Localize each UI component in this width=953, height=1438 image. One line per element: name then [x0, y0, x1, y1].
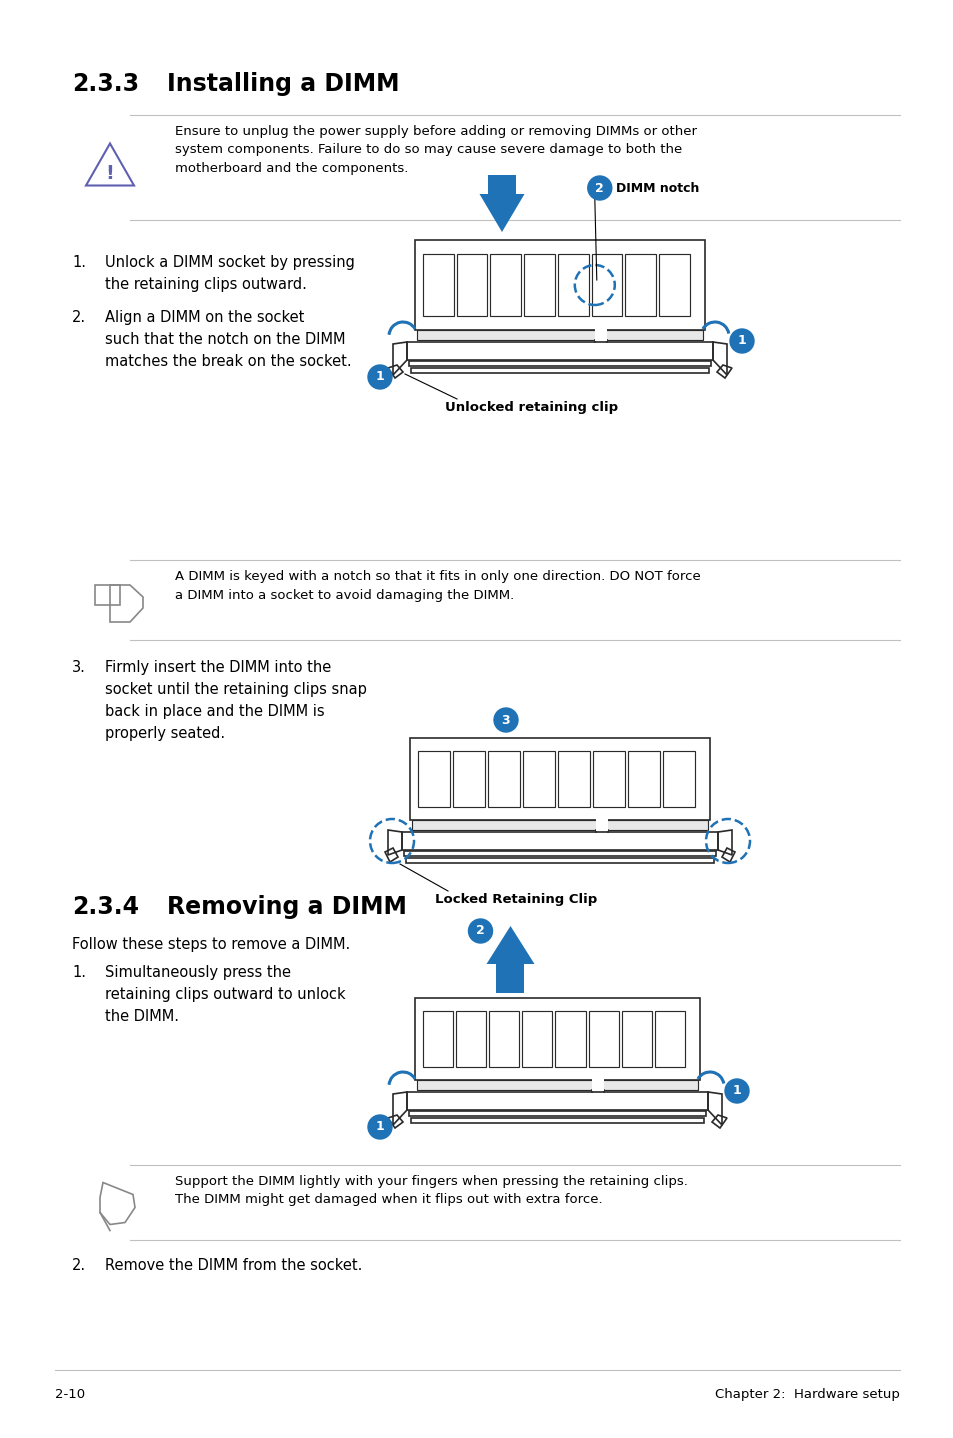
Circle shape [468, 919, 492, 943]
Bar [621, 1011, 651, 1067]
Text: the retaining clips outward.: the retaining clips outward. [105, 278, 307, 292]
Text: 3: 3 [501, 713, 510, 726]
Text: such that the notch on the DIMM: such that the notch on the DIMM [105, 332, 345, 347]
Text: DIMM notch: DIMM notch [615, 181, 699, 194]
Text: 2.3.3: 2.3.3 [71, 72, 139, 96]
Circle shape [729, 329, 753, 352]
Text: Unlocked retaining clip: Unlocked retaining clip [444, 401, 618, 414]
Bar [555, 1011, 585, 1067]
Bar [412, 820, 707, 830]
Text: Locked Retaining Clip: Locked Retaining Clip [435, 893, 597, 906]
Text: 2.3.4: 2.3.4 [71, 894, 139, 919]
Bar [417, 751, 450, 807]
Circle shape [494, 707, 517, 732]
Bar [403, 851, 716, 856]
Text: Simultaneously press the: Simultaneously press the [105, 965, 291, 981]
Bar [409, 361, 710, 367]
Bar [415, 240, 704, 329]
Bar [496, 963, 524, 994]
Bar [456, 1011, 486, 1067]
Text: socket until the retaining clips snap: socket until the retaining clips snap [105, 682, 367, 697]
Bar [654, 1011, 684, 1067]
Bar [422, 1011, 453, 1067]
Text: Installing a DIMM: Installing a DIMM [167, 72, 399, 96]
Bar [489, 1011, 518, 1067]
Text: back in place and the DIMM is: back in place and the DIMM is [105, 705, 324, 719]
Bar [524, 255, 555, 315]
Bar [401, 833, 718, 850]
Text: 1: 1 [732, 1084, 740, 1097]
Text: Chapter 2:  Hardware setup: Chapter 2: Hardware setup [715, 1388, 899, 1401]
Text: !: ! [106, 164, 114, 183]
Text: Removing a DIMM: Removing a DIMM [167, 894, 406, 919]
Circle shape [724, 1078, 748, 1103]
Bar [488, 175, 516, 194]
Bar [411, 368, 708, 372]
Bar [456, 255, 487, 315]
Text: 1: 1 [375, 371, 384, 384]
Text: 2: 2 [476, 925, 484, 938]
Text: Ensure to unplug the power supply before adding or removing DIMMs or other
syste: Ensure to unplug the power supply before… [174, 125, 697, 175]
Text: Firmly insert the DIMM into the: Firmly insert the DIMM into the [105, 660, 331, 674]
Text: Unlock a DIMM socket by pressing: Unlock a DIMM socket by pressing [105, 255, 355, 270]
Bar [593, 751, 624, 807]
Text: 1: 1 [375, 1120, 384, 1133]
Text: 1.: 1. [71, 965, 86, 981]
Bar [416, 1080, 698, 1090]
Polygon shape [486, 926, 534, 963]
Text: 3.: 3. [71, 660, 86, 674]
Bar [407, 1091, 707, 1110]
Bar [407, 342, 712, 360]
Bar [410, 738, 709, 820]
Text: the DIMM.: the DIMM. [105, 1009, 179, 1024]
Bar [594, 329, 606, 341]
Text: properly seated.: properly seated. [105, 726, 225, 741]
Text: 1: 1 [737, 335, 745, 348]
Text: 2.: 2. [71, 1258, 86, 1273]
Bar [588, 1011, 618, 1067]
Text: Remove the DIMM from the socket.: Remove the DIMM from the socket. [105, 1258, 362, 1273]
Text: 2-10: 2-10 [55, 1388, 85, 1401]
Bar [522, 1011, 552, 1067]
Text: 2.: 2. [71, 311, 86, 325]
Bar [591, 1078, 603, 1091]
Bar [453, 751, 484, 807]
Circle shape [368, 365, 392, 390]
Bar [422, 255, 454, 315]
Polygon shape [479, 194, 524, 232]
Text: Align a DIMM on the socket: Align a DIMM on the socket [105, 311, 304, 325]
Bar [627, 751, 659, 807]
Bar [662, 751, 695, 807]
Text: Support the DIMM lightly with your fingers when pressing the retaining clips.
Th: Support the DIMM lightly with your finge… [174, 1175, 687, 1206]
Circle shape [368, 1114, 392, 1139]
Text: A DIMM is keyed with a notch so that it fits in only one direction. DO NOT force: A DIMM is keyed with a notch so that it … [174, 569, 700, 601]
Bar [522, 751, 555, 807]
Circle shape [587, 175, 611, 200]
Bar [558, 255, 588, 315]
Bar [411, 1117, 703, 1123]
Text: matches the break on the socket.: matches the break on the socket. [105, 354, 352, 370]
Bar [558, 751, 589, 807]
Bar [406, 858, 713, 863]
Bar [596, 820, 607, 831]
Bar [415, 998, 700, 1080]
Bar [409, 1112, 705, 1116]
Bar [490, 255, 520, 315]
Text: Follow these steps to remove a DIMM.: Follow these steps to remove a DIMM. [71, 938, 350, 952]
Bar [416, 329, 702, 339]
Text: 1.: 1. [71, 255, 86, 270]
Bar [625, 255, 656, 315]
Bar [488, 751, 519, 807]
Bar [591, 255, 622, 315]
Text: retaining clips outward to unlock: retaining clips outward to unlock [105, 986, 345, 1002]
Bar [659, 255, 689, 315]
Text: 2: 2 [595, 181, 603, 194]
